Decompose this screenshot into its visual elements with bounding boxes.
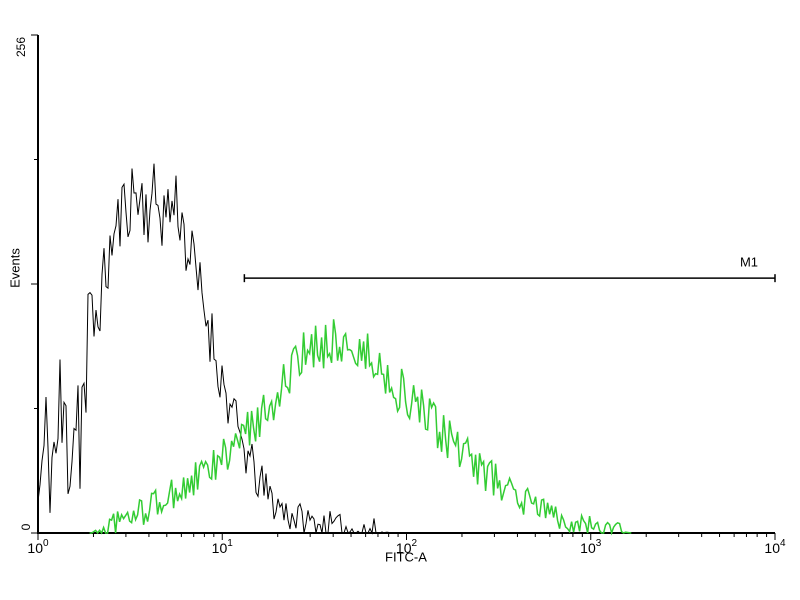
x-axis-ticks: [37, 533, 776, 540]
y-axis-title: Events: [7, 248, 23, 288]
y-axis-min-label: 0: [19, 523, 33, 531]
y-axis-max-label: 256: [14, 36, 28, 58]
x-tick-label: 104: [764, 538, 786, 556]
m1-gate-marker: [243, 274, 776, 283]
x-tick-label: 101: [212, 538, 234, 556]
x-tick-label: 103: [580, 538, 602, 556]
green-trace: [89, 319, 632, 536]
y-axis-ticks: [31, 34, 38, 534]
axes: [37, 35, 775, 534]
x-tick-label: 100: [27, 538, 49, 556]
m1-gate-label: M1: [739, 254, 759, 270]
x-axis-title: FITC-A: [385, 549, 427, 565]
black-trace: [37, 163, 416, 535]
